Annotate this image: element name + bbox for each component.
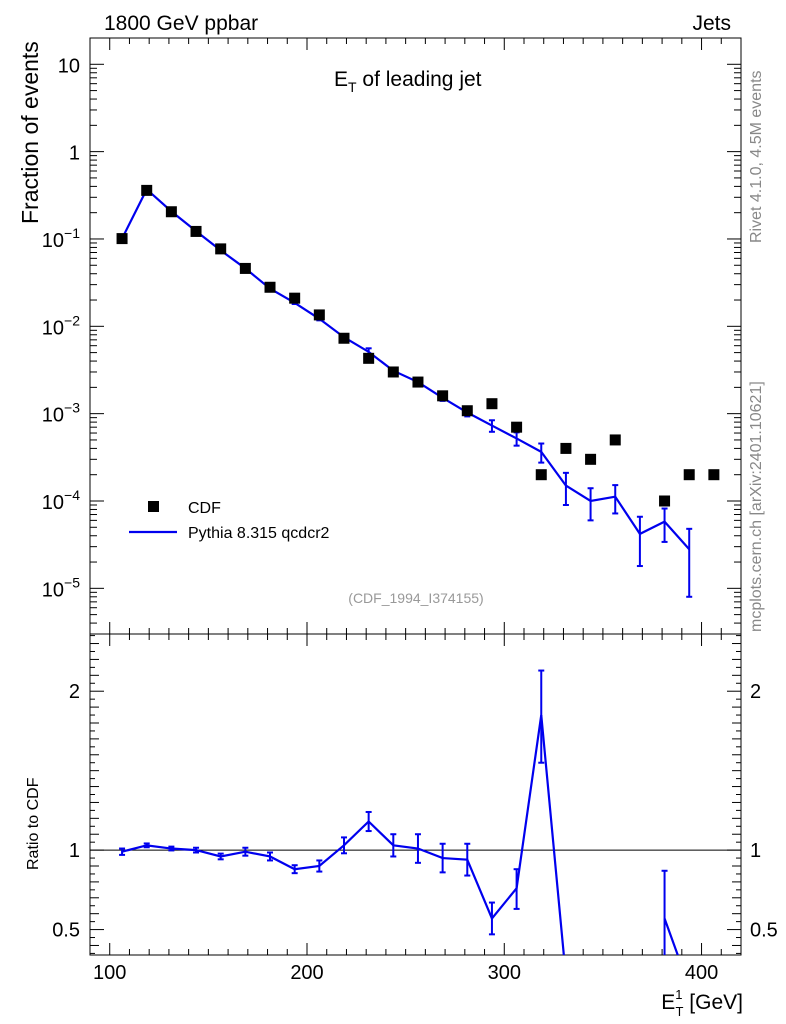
legend-cdf-label: CDF [188,500,221,517]
y-tick-label: 10−3 [42,400,80,427]
ratio-tick-label: 2 [69,681,80,703]
y-tick-label: 10−4 [42,487,80,514]
legend-cdf-marker [148,501,159,512]
cdf-point [683,469,695,481]
pythia-line [121,187,691,551]
ratio-axis-tick-labels: 0.5 0.5 1 1 2 2 [52,681,778,941]
cdf-point [461,405,473,417]
y-axis-tick-labels: 10 1 10−1 10−2 10−3 10−4 10−5 [42,55,80,601]
cdf-series [116,184,720,507]
rivet-info-label: Rivet 4.1.0, 4.5M events [748,70,765,243]
y-tick-label: 10−1 [42,225,80,252]
y-tick-label: 10−5 [42,574,80,601]
legend-pythia-label: Pythia 8.315 qcdcr2 [188,525,330,542]
x-tick-label: 100 [93,962,126,984]
y-axis-label: Fraction of events [17,41,43,224]
y-tick-label: 10−2 [42,312,80,339]
ratio-y-axis-label: Ratio to CDF [25,777,42,870]
y-tick-label: 10 [58,55,80,77]
cdf-point [116,233,128,245]
main-axis-ticks [90,37,742,635]
cdf-point [437,390,449,402]
cdf-point [535,469,547,481]
cdf-point [215,243,227,255]
x-axis-label: E1 T [GeV] [661,987,743,1019]
x-tick-label: 300 [488,962,521,984]
ratio-axis-ticks [90,634,742,955]
ratio-tick-label-right: 2 [750,681,761,703]
ratio-line [663,918,679,955]
cdf-point [560,442,572,454]
ratio-tick-label-right: 1 [750,840,761,862]
main-panel-frame [89,37,742,635]
x-axis-tick-labels: 100 200 300 400 [93,962,718,984]
legend: CDF Pythia 8.315 qcdcr2 [129,500,330,542]
cdf-point [412,376,424,388]
ratio-series [119,669,679,955]
cdf-point [609,434,621,446]
chart-title: ET of leading jet [334,68,482,95]
analysis-id-label: (CDF_1994_I374155) [348,590,483,606]
ratio-tick-label: 0.5 [52,920,80,942]
mcplots-label: mcplots.cern.ch [arXiv:2401.10621] [748,381,765,632]
collision-label: 1800 GeV ppbar [104,12,258,35]
cdf-point [165,206,177,218]
ratio-panel-frame [89,633,742,956]
x-tick-label: 400 [685,962,718,984]
cdf-point [141,184,153,196]
cdf-point [585,453,597,465]
cdf-point [511,421,523,433]
cdf-point [486,398,498,410]
cdf-point [708,469,720,481]
cdf-point [264,281,276,293]
process-label: Jets [692,12,731,35]
cdf-point [313,309,325,321]
ratio-tick-label: 1 [69,840,80,862]
cdf-point [190,225,202,237]
ratio-tick-label-right: 0.5 [750,920,778,942]
cdf-point [338,332,350,344]
y-tick-label: 1 [69,143,80,165]
x-tick-label: 200 [290,962,323,984]
cdf-point [659,495,671,507]
cdf-point [363,352,375,364]
cdf-point [387,366,399,378]
cdf-point [289,292,301,304]
cdf-point [239,262,251,274]
